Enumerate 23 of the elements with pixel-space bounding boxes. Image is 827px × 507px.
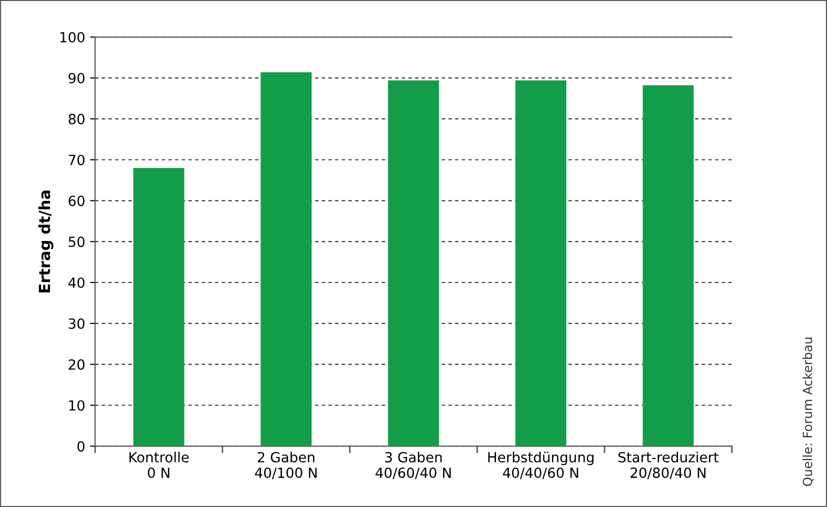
- y-tick-label: 60: [68, 196, 84, 206]
- y-tick-label: 50: [68, 236, 84, 248]
- x-tick-label: Kontrolle 0 N: [129, 452, 189, 478]
- y-tick-label: 70: [68, 154, 84, 166]
- x-tick-label: Start-reduziert 20/80/40 N: [618, 452, 719, 480]
- source-note: Quelle: Forum Ackerbau: [802, 338, 814, 486]
- x-tick-label: 3 Gaben 40/60/40 N: [376, 452, 451, 480]
- bar: [133, 168, 184, 446]
- bar: [388, 80, 439, 446]
- bar: [260, 72, 312, 446]
- y-tick-label: 90: [68, 72, 84, 84]
- y-tick-label: 10: [69, 400, 84, 411]
- y-tick-label: 0: [77, 441, 84, 452]
- x-tick-label: Herbstdüngung 40/40/60 N: [488, 452, 594, 480]
- y-tick-label: 30: [68, 318, 84, 329]
- y-tick-label: 100: [60, 32, 84, 42]
- bar: [515, 80, 566, 446]
- y-axis-title: Ertrag dt/ha: [38, 190, 54, 292]
- y-tick-label: 20: [68, 359, 84, 370]
- y-tick-label: 40: [68, 277, 84, 288]
- y-tick-label: 80: [68, 114, 84, 124]
- x-tick-label: 2 Gaben 40/100 N: [254, 452, 317, 480]
- bar: [642, 85, 694, 446]
